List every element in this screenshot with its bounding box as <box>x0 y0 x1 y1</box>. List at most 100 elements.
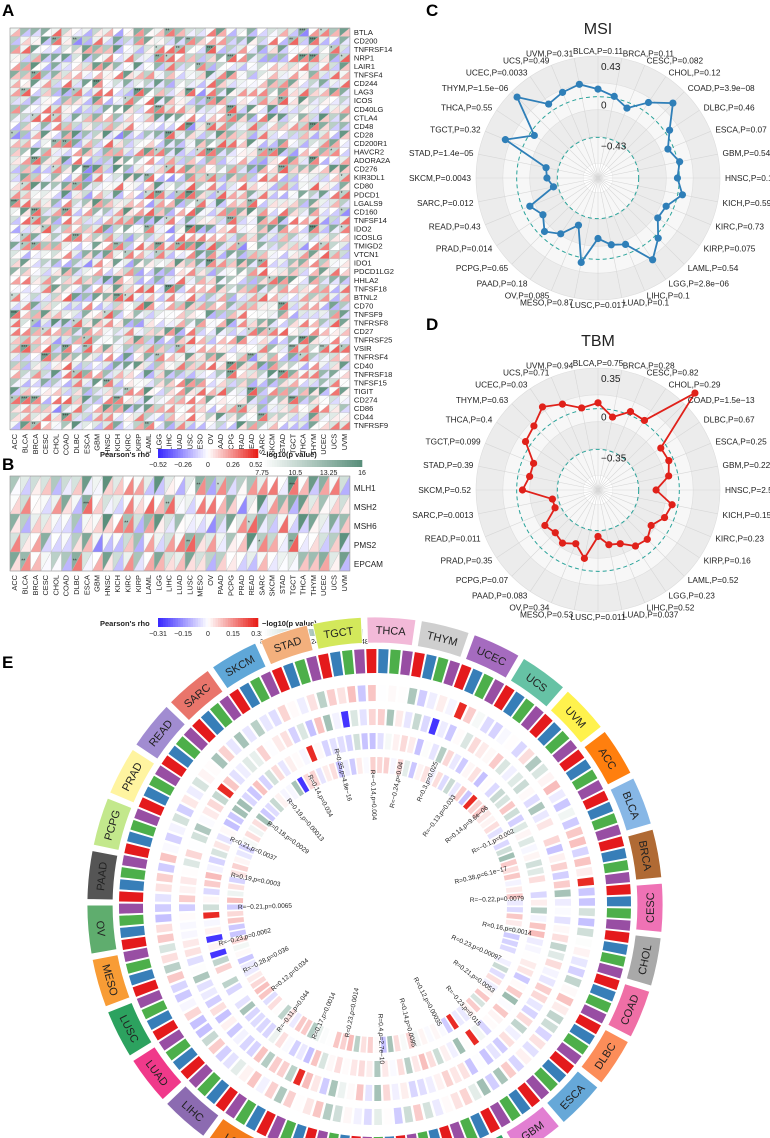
radar-spoke <box>496 421 599 491</box>
circos-track-segment <box>122 855 148 869</box>
radar-spoke <box>597 388 667 491</box>
legend-p-swatch <box>269 629 273 636</box>
legend-p-swatch <box>352 460 355 467</box>
circos-track-segment <box>225 1093 247 1119</box>
circos-heat-cell <box>504 879 522 887</box>
circos-heat-cell <box>258 986 274 1001</box>
circos-track-segment <box>474 673 494 700</box>
circos-heat-cell <box>554 907 571 916</box>
legend-rho-swatch <box>160 449 164 458</box>
circos-heat-cell <box>208 1038 226 1055</box>
radar-spoke <box>597 76 667 179</box>
circos-heat-cell <box>571 846 589 858</box>
radar-spoke <box>597 421 700 491</box>
significance-stars: * <box>238 242 240 248</box>
significance-stars: ** <box>196 63 200 69</box>
circos-heat-cell <box>425 768 437 786</box>
radar-spoke <box>511 177 599 265</box>
circos-track-segment <box>138 797 165 816</box>
circos-track-segment <box>428 1128 441 1138</box>
radar-spoke <box>478 489 599 515</box>
significance-stars: ** <box>238 405 242 411</box>
circos-heat-cell <box>295 1043 309 1061</box>
circos-heat-cell <box>425 1075 437 1094</box>
circos-heat-cell <box>219 825 237 839</box>
circos-track-segment <box>229 688 251 715</box>
significance-stars: * <box>124 97 126 103</box>
circos-annotation: R=0.12,p=0.034 <box>270 957 310 993</box>
legend-rho-swatch <box>253 449 256 458</box>
significance-stars: * <box>299 354 301 360</box>
circos-heat-cell <box>405 1032 415 1049</box>
significance-stars: ** <box>155 54 159 60</box>
heatmap-row-label: CD244 <box>354 79 378 88</box>
circos-track-segment <box>534 1067 558 1092</box>
circos-track-segment <box>250 676 270 703</box>
legend-rho-swatch <box>228 618 231 627</box>
heatmap-col-label: LUSC <box>185 574 194 594</box>
circos-heat-cell <box>205 871 222 881</box>
circos-track-segment <box>421 654 437 680</box>
heatmap-col-label: PRAD <box>237 434 246 455</box>
heatmap-col-label: LIHC <box>165 433 174 451</box>
radar-spoke <box>573 489 599 610</box>
circos-heat-cell <box>530 989 548 1004</box>
circos-track-segment <box>545 730 570 755</box>
significance-stars: *** <box>83 501 89 507</box>
circos-track-segment <box>209 702 233 728</box>
circos-track-segment <box>305 1127 318 1138</box>
circos-heat-cell <box>498 852 516 863</box>
circos-heat-cell <box>264 769 279 786</box>
circos-heat-cell <box>513 971 531 985</box>
heatmap-row-label: VTCN1 <box>354 250 379 259</box>
legend-rho-swatch <box>200 449 204 458</box>
circos-track-segment <box>585 994 612 1013</box>
circos-heat-cell <box>578 917 595 927</box>
circos-heat-cell <box>277 1004 292 1020</box>
radar-axis-label: KIRC,P=0.23 <box>715 534 764 544</box>
circos-heat-cell <box>473 771 489 788</box>
circos-heat-cell <box>211 790 229 806</box>
circos-track-segment <box>389 649 401 675</box>
circos-heat-cell <box>416 689 428 707</box>
significance-stars: *** <box>83 166 89 172</box>
legend-p-swatch <box>274 629 278 636</box>
significance-stars: *** <box>227 106 233 112</box>
significance-stars: *** <box>114 294 120 300</box>
circos-heat-cell <box>383 757 390 774</box>
significance-stars: ** <box>32 242 36 248</box>
radar-axis-label: SARC,P=0.012 <box>417 198 474 208</box>
radar-axis-label: BRCA,P=0.11 <box>623 48 675 58</box>
circos-heat-cell <box>279 788 294 804</box>
circos-heat-cell <box>246 970 263 984</box>
circos-heat-cell <box>305 745 318 763</box>
significance-stars: ** <box>124 388 128 394</box>
circos-heat-cell <box>554 916 571 925</box>
radar-point <box>608 413 617 421</box>
legend-rho-tick: −0.26 <box>174 462 192 469</box>
circos-heat-cell <box>403 711 413 729</box>
circos-heat-cell <box>394 710 404 727</box>
heatmap-col-label: TGCT <box>288 433 297 454</box>
circos-heat-cell <box>227 890 244 897</box>
circos-heat-cell <box>445 1041 459 1059</box>
heatmap-a: ** *** * BTLA** ** ** ** *** CD200* ** *** * TNFRSF1… <box>9 27 394 477</box>
circos-heat-cell <box>322 1103 334 1121</box>
circos-track-segment <box>395 1135 406 1138</box>
radar-spoke <box>529 76 599 179</box>
circos-track-segment <box>549 1050 575 1074</box>
circos-annotation: R=0.23,p=0.00097 <box>450 934 502 962</box>
circos-heat-cell <box>157 933 175 944</box>
radar-spoke <box>485 443 599 491</box>
circos-heat-cell <box>184 946 202 958</box>
legend-rho-swatch <box>250 618 254 627</box>
legend-rho-swatch <box>205 618 209 627</box>
radar-axis-label: DLBC,P=0.46 <box>704 102 755 112</box>
circos-heat-cell <box>302 1097 315 1116</box>
significance-stars: *** <box>186 89 192 95</box>
radar-point <box>542 164 550 172</box>
legend-p-swatch <box>277 460 280 467</box>
circos-heat-cell <box>538 974 556 988</box>
circos-track-segment <box>595 824 622 841</box>
heatmap-row-label: HHLA2 <box>354 276 378 285</box>
